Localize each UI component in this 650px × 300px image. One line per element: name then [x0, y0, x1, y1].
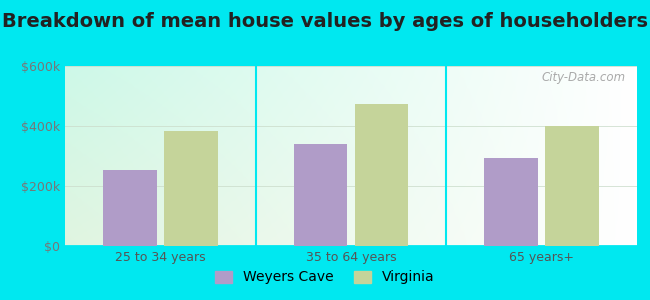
Bar	[164, 130, 218, 246]
Bar	[484, 158, 538, 246]
Bar	[103, 169, 157, 246]
Text: Breakdown of mean house values by ages of householders: Breakdown of mean house values by ages o…	[2, 12, 648, 31]
Bar	[545, 126, 599, 246]
Legend: Weyers Cave, Virginia: Weyers Cave, Virginia	[209, 265, 441, 290]
Text: City-Data.com: City-Data.com	[541, 71, 625, 84]
Bar	[294, 144, 347, 246]
Bar	[355, 103, 408, 246]
